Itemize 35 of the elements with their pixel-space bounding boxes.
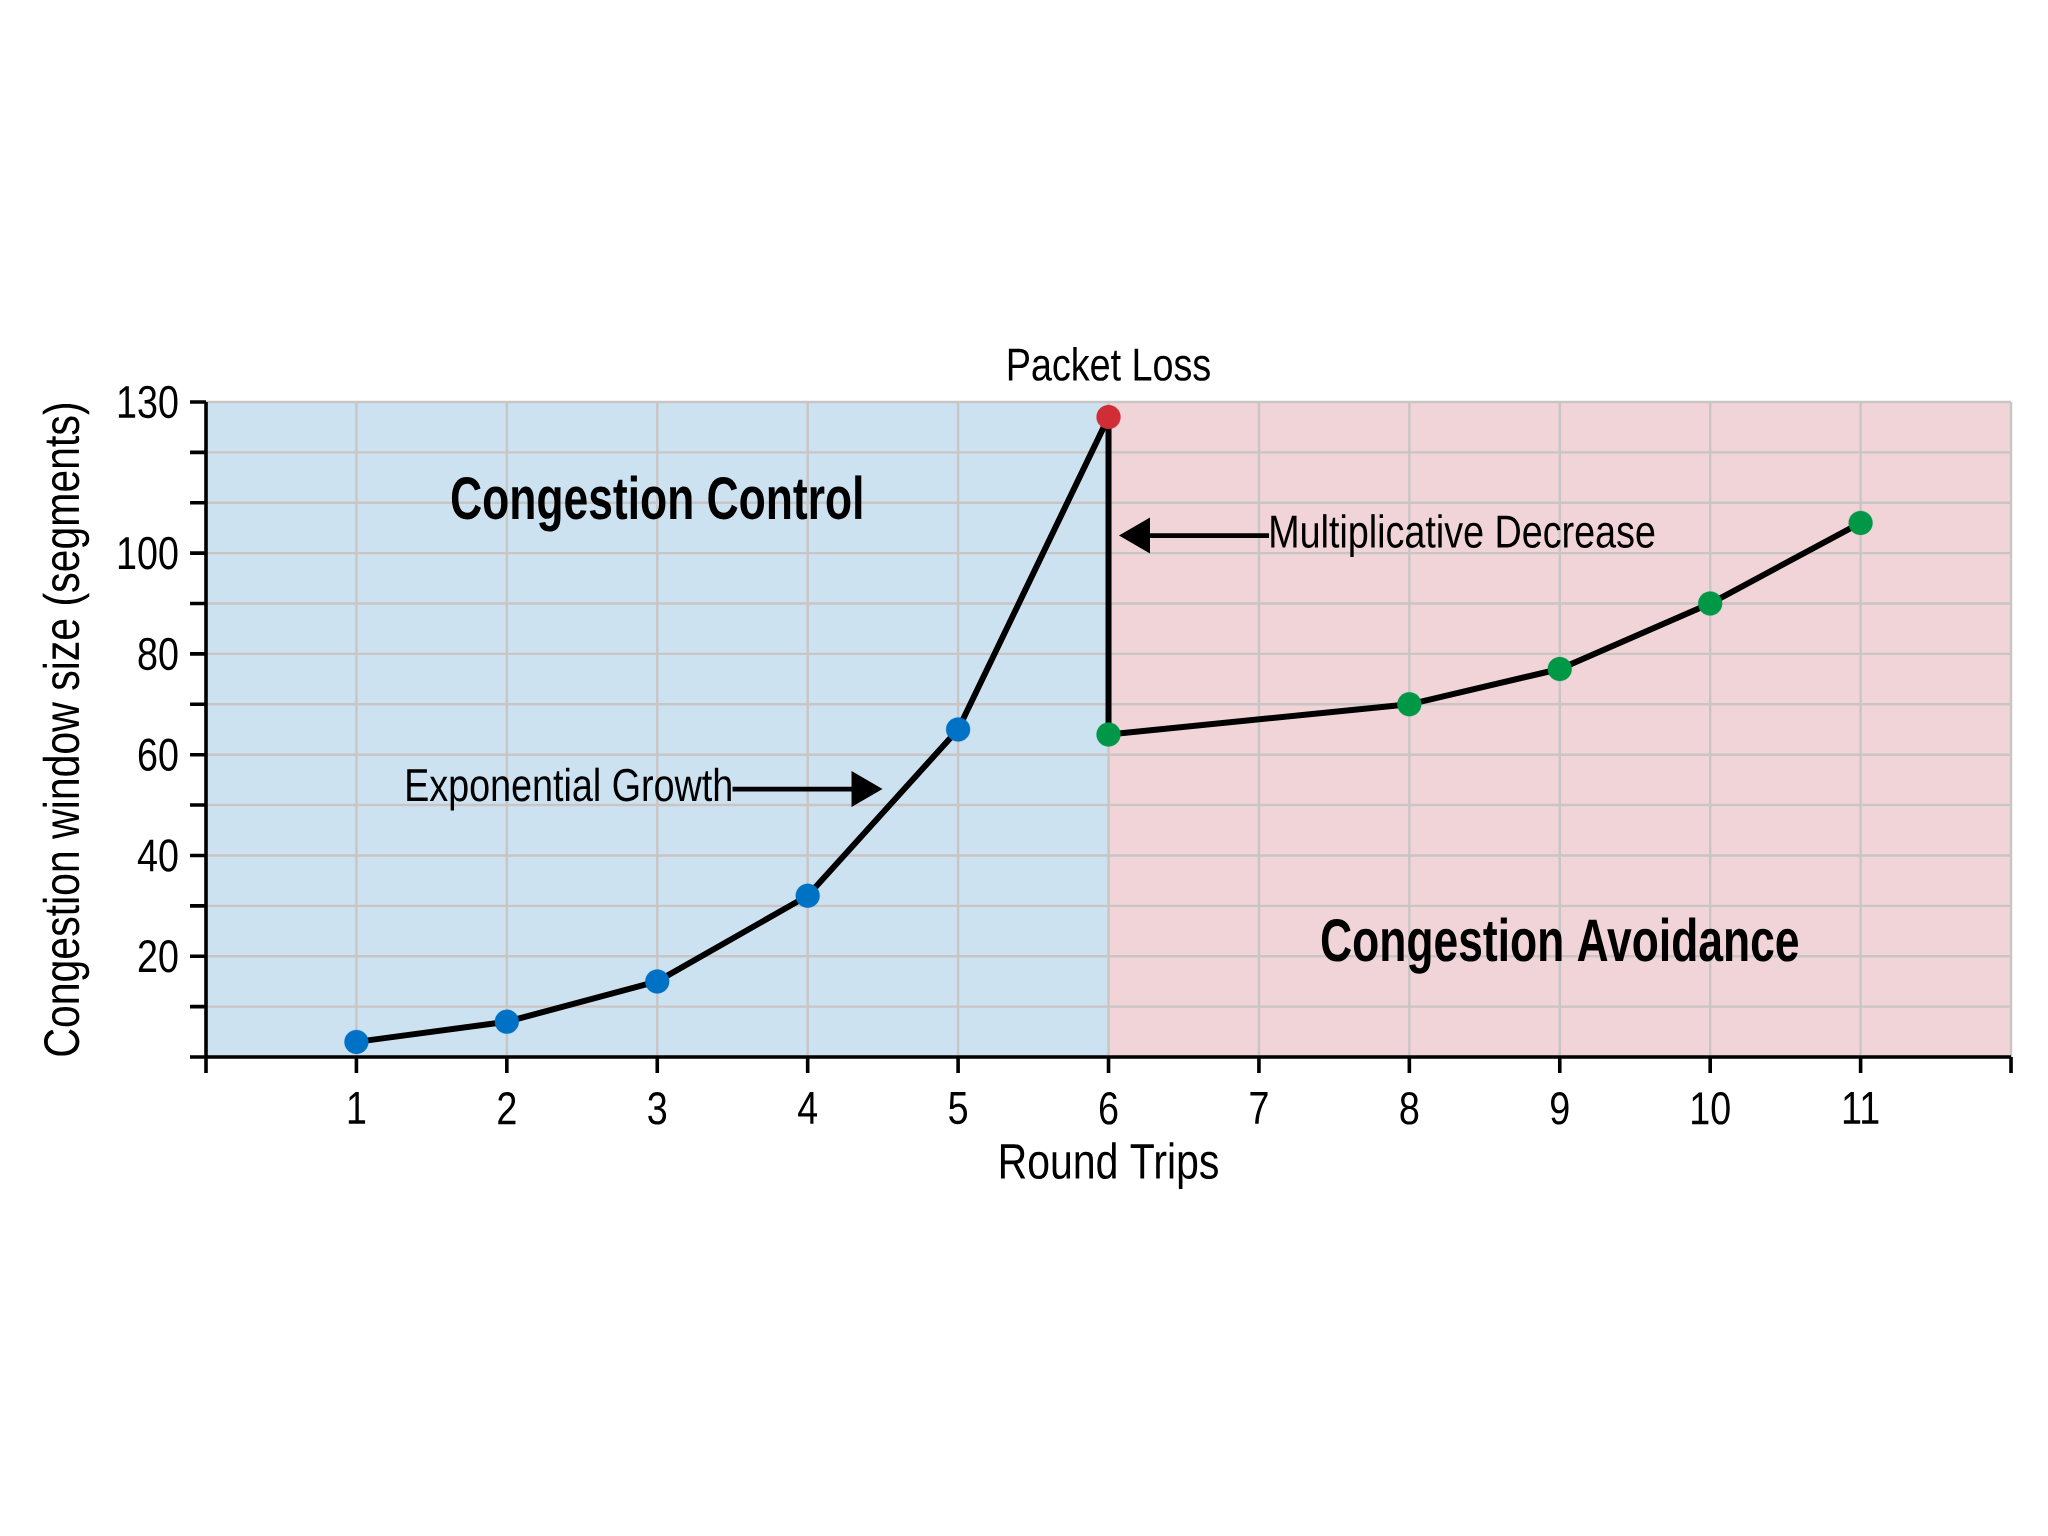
x-tick-label: 8 [1400,1092,1419,1125]
y-tick-label: 100 [118,536,178,570]
point [494,1009,519,1034]
x-axis-title: Round Trips [1000,1142,1218,1189]
annotation: Multiplicative Decrease [1271,514,1655,558]
band-label: Congestion Avoidance [1321,917,1798,974]
point [1397,692,1422,717]
x-tick-label: 11 [1843,1092,1879,1124]
y-axis-title: Congestion window size (segments) [42,404,90,1056]
x-tick-label: 5 [949,1092,968,1125]
band-label: Congestion Control [451,475,862,532]
y-tick-label: 40 [137,839,178,872]
text: Packet Loss [1008,347,1210,381]
point [1547,656,1572,682]
x-tick-label: 9 [1551,1092,1569,1125]
point [945,717,971,742]
point [1096,404,1121,430]
y-tick-label: 80 [138,637,178,671]
y-tick-label: 20 [138,939,178,973]
x-tick-label: 2 [498,1092,516,1125]
point [1848,510,1873,536]
point [1096,722,1121,747]
y-tick-label: 60 [138,738,178,771]
point [795,883,820,908]
x-tick-label: 6 [1099,1092,1118,1125]
point [645,969,670,994]
x-tick-label: 7 [1250,1092,1268,1124]
x-tick-label: 3 [648,1092,667,1125]
x-tick-label: 4 [798,1092,818,1124]
annotation: Exponential Growth [407,767,731,811]
x-tick-label: 1 [348,1092,366,1124]
y-tick-label: 130 [118,385,178,419]
point [344,1029,369,1054]
point [1698,591,1723,616]
x-tick-label: 10 [1692,1092,1730,1125]
